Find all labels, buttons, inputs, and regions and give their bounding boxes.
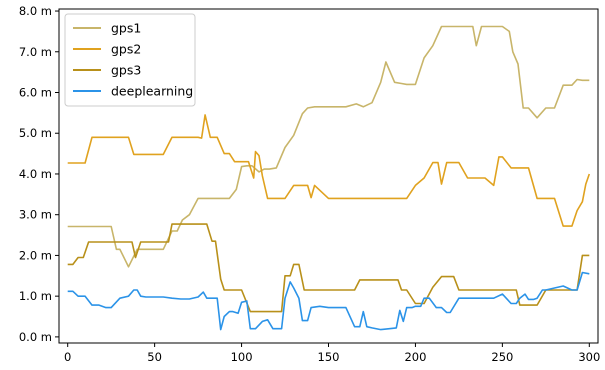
x-tick-label: 50 xyxy=(147,350,162,364)
x-axis: 0 50 100 150 200 250 300 xyxy=(64,343,600,364)
x-tick-label: 250 xyxy=(491,350,513,364)
legend-label-gps2: gps2 xyxy=(111,42,141,57)
x-tick-label: 300 xyxy=(578,350,600,364)
y-tick-label: 7.0 m xyxy=(19,45,52,59)
legend: gps1 gps2 gps3 deeplearning xyxy=(64,13,196,107)
y-axis: 0.0 m 1.0 m 2.0 m 3.0 m 4.0 m 5.0 m 6.0 m 7.0 m… xyxy=(19,4,59,344)
legend-label-gps1: gps1 xyxy=(111,21,141,36)
y-tick-label: 2.0 m xyxy=(19,248,52,262)
y-tick-label: 4.0 m xyxy=(19,167,52,181)
legend-box xyxy=(64,13,196,107)
y-tick-label: 6.0 m xyxy=(19,86,52,100)
series-layer xyxy=(67,25,591,331)
y-tick-label: 0.0 m xyxy=(19,330,52,344)
series-line-deeplearning xyxy=(67,271,590,331)
y-tick-label: 5.0 m xyxy=(19,126,52,140)
x-tick-label: 200 xyxy=(404,350,426,364)
x-tick-label: 0 xyxy=(64,350,71,364)
y-tick-label: 1.0 m xyxy=(19,289,52,303)
x-tick-label: 150 xyxy=(318,350,340,364)
series-line-gps3 xyxy=(67,223,590,313)
legend-label-gps3: gps3 xyxy=(111,63,141,78)
series-line-gps2 xyxy=(67,114,591,227)
y-tick-label: 3.0 m xyxy=(19,208,52,222)
y-tick-label: 8.0 m xyxy=(19,4,52,18)
legend-label-deeplearning: deeplearning xyxy=(111,84,193,99)
x-tick-label: 100 xyxy=(231,350,253,364)
